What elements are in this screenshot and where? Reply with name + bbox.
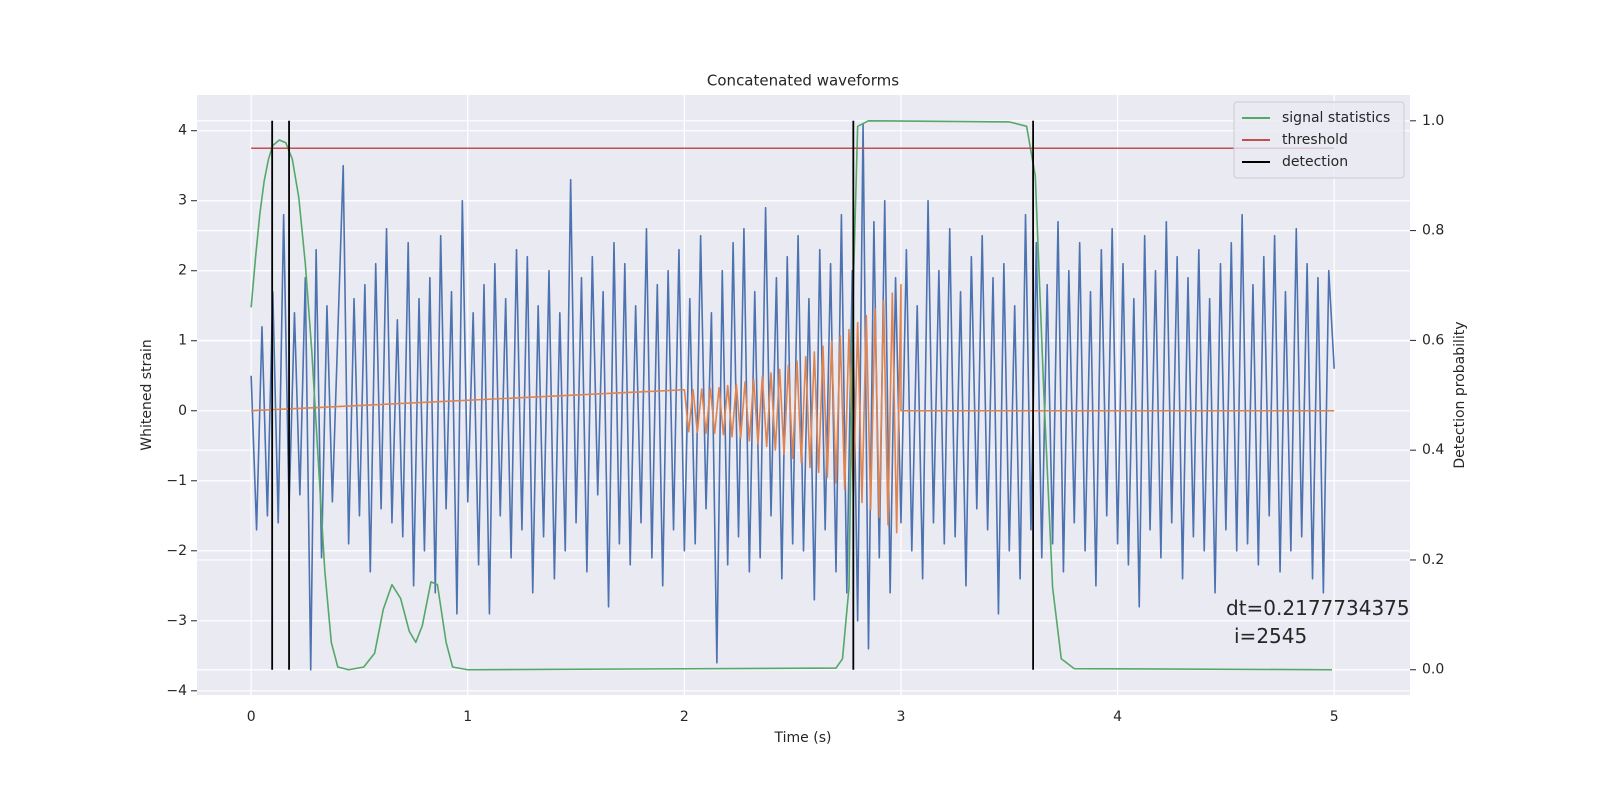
y2-tick-label: 0.2 <box>1422 552 1444 568</box>
y-tick-label: −4 <box>166 683 187 699</box>
y-tick-label: −1 <box>166 473 187 489</box>
y2-axis-label: Detection probability <box>1452 321 1468 468</box>
y-axis-label: Whitened strain <box>139 339 155 450</box>
x-tick-label: 1 <box>463 709 472 725</box>
x-axis-label: Time (s) <box>774 730 832 746</box>
y2-tick-label: 0.8 <box>1422 223 1444 239</box>
x-tick-label: 0 <box>247 709 256 725</box>
y2-tick-label: 0.6 <box>1422 332 1444 348</box>
y-tick-label: 4 <box>178 123 187 139</box>
series-line <box>251 283 1335 534</box>
x-tick-label: 3 <box>897 709 906 725</box>
x-tick-label: 2 <box>680 709 689 725</box>
series-line <box>250 120 1333 671</box>
legend-label: signal statistics <box>1282 110 1390 126</box>
y2-tick-label: 0.0 <box>1422 662 1444 678</box>
series-line <box>250 122 1335 671</box>
y2-tick-label: 1.0 <box>1422 113 1444 129</box>
y-tick-label: 1 <box>178 333 187 349</box>
x-tick-label: 5 <box>1330 709 1339 725</box>
y-tick-label: 0 <box>178 403 187 419</box>
y2-tick-label: 0.4 <box>1422 442 1444 458</box>
legend-label: threshold <box>1282 132 1348 148</box>
legend-box <box>1233 101 1405 179</box>
x-tick-label: 4 <box>1113 709 1122 725</box>
legend: signal statistics threshold detection <box>1233 101 1405 179</box>
y-tick-label: 2 <box>178 263 187 279</box>
plot-area <box>250 120 1335 671</box>
annotation: i=2545 <box>1234 624 1307 648</box>
y-tick-label: −3 <box>166 613 187 629</box>
y-tick-label: 3 <box>178 193 187 209</box>
legend-label: detection <box>1282 154 1348 170</box>
annotation: dt=0.2177734375 <box>1226 596 1410 620</box>
chart-title: Concatenated waveforms <box>707 72 899 90</box>
y-tick-label: −2 <box>166 543 187 559</box>
